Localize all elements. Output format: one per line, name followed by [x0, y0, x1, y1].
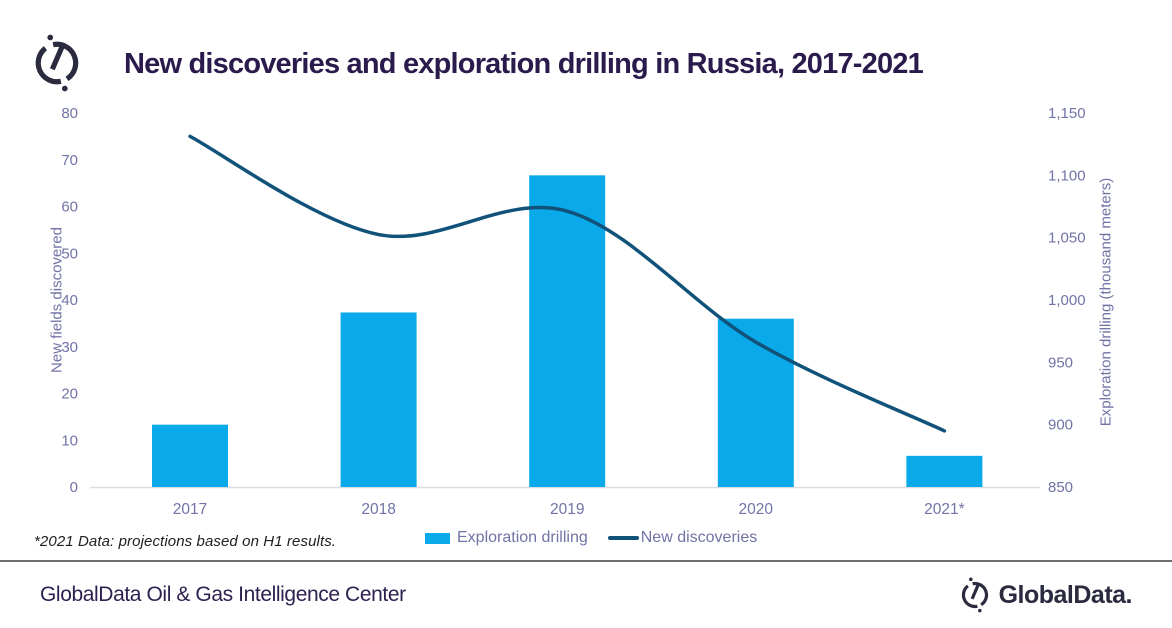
bar-2018 [340, 312, 417, 487]
bar-2021* [906, 455, 983, 487]
globaldata-logo-icon [35, 34, 79, 92]
right-axis-tick: 950 [1048, 354, 1073, 371]
right-axis-title: Exploration drilling (thousand meters) [1097, 177, 1115, 427]
right-axis-tick: 1,100 [1048, 167, 1086, 184]
legend-item-exploration-drilling: Exploration drilling [425, 529, 588, 547]
x-axis-label: 2019 [550, 501, 584, 518]
bar-2017 [152, 424, 228, 487]
globaldata-logo-icon [961, 577, 988, 613]
legend-item-new-discoveries: New discoveries [607, 529, 758, 547]
left-axis-tick: 80 [61, 105, 78, 122]
footnote: *2021 Data: projections based on H1 resu… [34, 533, 337, 550]
left-axis-title: New fields discovered [48, 227, 66, 373]
right-axis-tick: 1,150 [1048, 105, 1086, 122]
left-axis-tick: 0 [70, 479, 78, 496]
left-axis-tick: 60 [61, 199, 78, 216]
chart-legend: Exploration drilling New discoveries [425, 529, 757, 547]
x-axis-label: 2017 [173, 501, 207, 518]
footer-source-text: GlobalData Oil & Gas Intelligence Center [40, 583, 406, 606]
legend-bar-swatch [425, 532, 450, 544]
footer-brand: GlobalData. [959, 575, 1133, 615]
brand-wordmark: GlobalData. [998, 580, 1133, 609]
footer: GlobalData Oil & Gas Intelligence Center… [0, 562, 1172, 628]
x-axis-label: 2021* [924, 501, 965, 518]
bar-2019 [529, 175, 606, 488]
left-axis-tick: 70 [61, 152, 78, 169]
right-axis-tick: 900 [1048, 417, 1073, 434]
x-axis-label: 2018 [361, 501, 395, 518]
legend-line-swatch [607, 536, 639, 540]
right-axis-tick: 1,000 [1048, 292, 1086, 309]
x-axis-label: 2020 [739, 501, 774, 518]
left-axis-tick: 30 [61, 339, 78, 356]
new-discoveries-line [188, 134, 947, 433]
page-title: New discoveries and exploration drilling… [124, 48, 924, 80]
left-axis-tick: 50 [61, 245, 78, 262]
left-axis-tick: 40 [61, 292, 78, 309]
legend-label: New discoveries [640, 529, 758, 546]
left-axis-tick: 20 [61, 386, 78, 403]
bar-2020 [717, 318, 794, 487]
right-axis-tick: 1,050 [1048, 230, 1086, 247]
left-axis-tick: 10 [61, 432, 78, 449]
legend-label: Exploration drilling [457, 529, 588, 546]
footer-divider [0, 560, 1172, 562]
right-axis-tick: 850 [1048, 479, 1073, 496]
